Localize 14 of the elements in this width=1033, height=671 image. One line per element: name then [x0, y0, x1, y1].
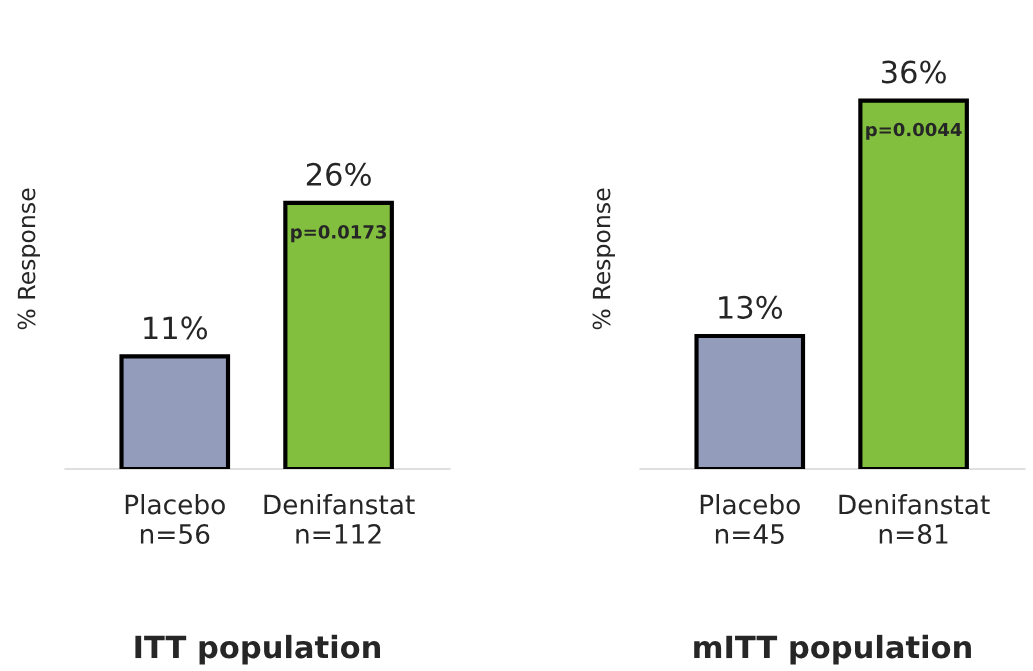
data-label: 26%	[306, 162, 371, 186]
x-tick-label: Placebo n=45	[700, 494, 800, 544]
x-tick-label: Placebo n=56	[125, 494, 225, 544]
data-label: 36%	[881, 60, 946, 84]
y-axis-title: % Response	[592, 188, 615, 330]
annotation: p=0.0044	[866, 122, 962, 140]
text: mITT population	[694, 634, 971, 665]
x-tick-label: Denifanstat n=81	[839, 494, 990, 544]
x-tick-label: Denifanstat n=112	[264, 494, 415, 544]
annotation: p=0.0173	[291, 225, 387, 243]
text: ITT population	[135, 634, 381, 665]
data-label: 13%	[719, 295, 783, 319]
y-axis-title: % Response	[17, 188, 40, 330]
data-label: 11%	[144, 316, 208, 340]
